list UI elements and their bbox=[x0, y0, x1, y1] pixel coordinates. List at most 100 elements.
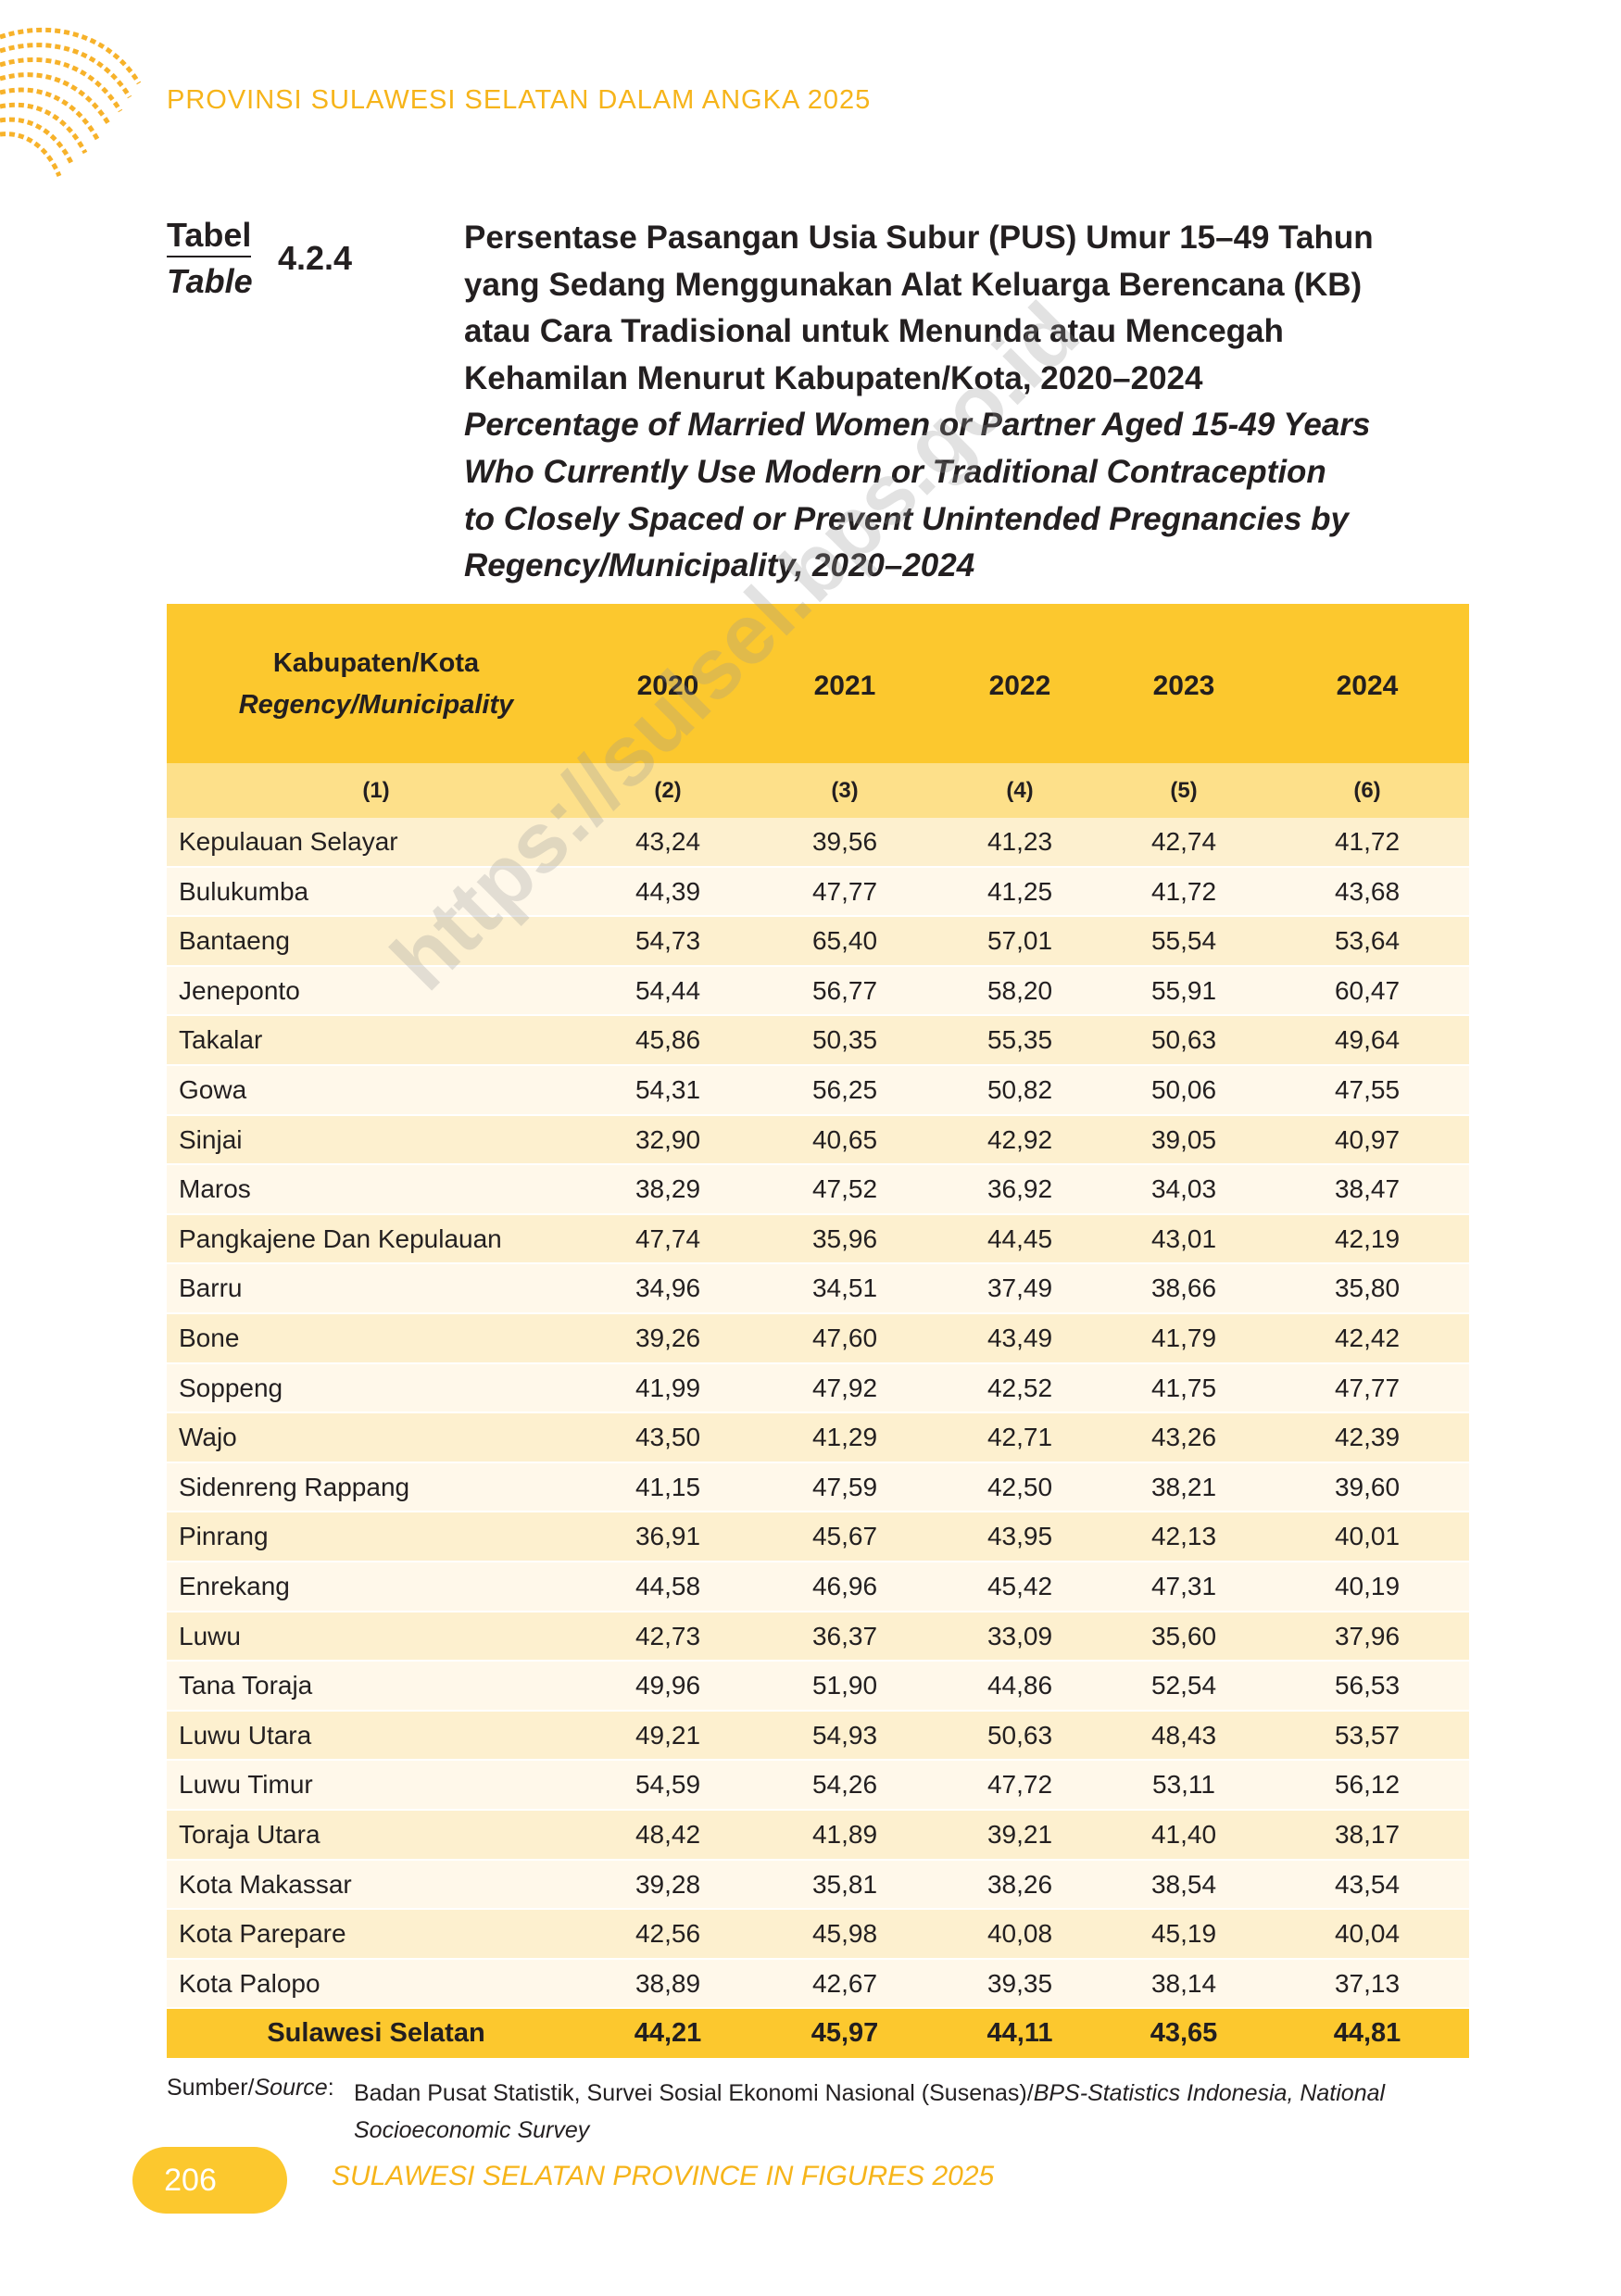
title-line: yang Sedang Menggunakan Alat Keluarga Be… bbox=[464, 266, 1363, 303]
title-line-en: to Closely Spaced or Prevent Unintended … bbox=[464, 500, 1349, 537]
source-text-id: Badan Pusat Statistik, Survei Sosial Eko… bbox=[354, 2080, 1034, 2106]
row-value: 38,26 bbox=[986, 1869, 1053, 1899]
row-value: 42,73 bbox=[635, 1621, 701, 1650]
row-band bbox=[167, 1612, 1469, 1661]
row-value: 39,26 bbox=[635, 1324, 701, 1352]
row-value: 42,92 bbox=[986, 1124, 1053, 1154]
row-value: 56,12 bbox=[1334, 1770, 1401, 1800]
row-value: 49,21 bbox=[635, 1720, 701, 1750]
source-label-id: Sumber/ bbox=[167, 2075, 255, 2101]
title-line-en: Regency/Municipality, 2020–2024 bbox=[464, 547, 975, 584]
source-text: Badan Pusat Statistik, Survei Sosial Eko… bbox=[354, 2075, 1447, 2149]
row-band bbox=[167, 1264, 1469, 1312]
row-value: 53,11 bbox=[1152, 1770, 1215, 1800]
row-value: 53,64 bbox=[1334, 926, 1401, 956]
title-line: Kehamilan Menurut Kabupaten/Kota, 2020–2… bbox=[464, 359, 1203, 396]
total-value: 44,81 bbox=[1333, 2018, 1401, 2049]
total-label: Sulawesi Selatan bbox=[267, 2018, 485, 2049]
row-value: 38,54 bbox=[1150, 1869, 1217, 1899]
row-value: 37,13 bbox=[1334, 1968, 1401, 1998]
row-value: 40,01 bbox=[1334, 1522, 1401, 1551]
row-value: 42,71 bbox=[986, 1423, 1053, 1452]
row-value: 45,19 bbox=[1150, 1919, 1217, 1949]
total-value: 44,21 bbox=[634, 2018, 702, 2049]
row-value: 39,60 bbox=[1334, 1472, 1401, 1501]
footer-title: SULAWESI SELATAN PROVINCE IN FIGURES 202… bbox=[332, 2161, 995, 2191]
row-value: 60,47 bbox=[1334, 975, 1401, 1005]
row-value: 50,82 bbox=[986, 1075, 1053, 1104]
source-text-en: BPS-Statistics Indonesia, National Socio… bbox=[354, 2080, 1386, 2143]
header-year: 2021 bbox=[813, 671, 876, 701]
row-value: 50,06 bbox=[1150, 1075, 1217, 1104]
row-value: 41,79 bbox=[1150, 1324, 1217, 1352]
row-value: 39,35 bbox=[986, 1968, 1053, 1998]
row-value: 42,19 bbox=[1334, 1223, 1401, 1253]
row-band bbox=[167, 1413, 1469, 1462]
total-value: 45,97 bbox=[810, 2018, 879, 2049]
title-line-en: Percentage of Married Women or Partner A… bbox=[464, 407, 1371, 444]
row-value: 38,66 bbox=[1150, 1273, 1217, 1303]
row-value: 39,21 bbox=[986, 1820, 1053, 1849]
header-band bbox=[167, 604, 1469, 763]
row-label: Tana Toraja bbox=[179, 1671, 313, 1700]
table-title: Persentase Pasangan Usia Subur (PUS) Umu… bbox=[464, 215, 1374, 590]
row-value: 42,42 bbox=[1334, 1324, 1401, 1352]
header-year: 2024 bbox=[1336, 671, 1399, 701]
row-value: 42,56 bbox=[635, 1919, 701, 1949]
row-value: 41,72 bbox=[1334, 827, 1401, 856]
row-value: 41,29 bbox=[811, 1423, 878, 1452]
row-value: 57,01 bbox=[986, 926, 1053, 956]
row-value: 47,52 bbox=[811, 1174, 878, 1204]
row-value: 45,86 bbox=[635, 1025, 701, 1055]
page-pill bbox=[132, 2147, 287, 2214]
row-band bbox=[167, 1662, 1469, 1710]
row-value: 43,26 bbox=[1150, 1423, 1217, 1452]
row-value: 49,96 bbox=[635, 1671, 701, 1700]
column-number: (5) bbox=[1170, 778, 1198, 803]
row-value: 54,59 bbox=[635, 1770, 701, 1800]
row-band bbox=[167, 1314, 1469, 1362]
row-label: Toraja Utara bbox=[179, 1820, 320, 1849]
row-value: 56,25 bbox=[811, 1075, 878, 1104]
row-value: 36,92 bbox=[986, 1174, 1053, 1204]
row-label: Pinrang bbox=[179, 1522, 269, 1551]
row-value: 45,42 bbox=[986, 1572, 1053, 1600]
row-value: 41,99 bbox=[635, 1373, 701, 1402]
row-value: 39,28 bbox=[635, 1869, 701, 1899]
table-label: Tabel bbox=[167, 215, 252, 257]
row-value: 45,67 bbox=[811, 1522, 878, 1551]
row-value: 47,77 bbox=[811, 876, 878, 906]
row-value: 48,43 bbox=[1150, 1720, 1217, 1750]
row-value: 38,29 bbox=[635, 1174, 701, 1204]
title-line-en: Who Currently Use Modern or Traditional … bbox=[464, 453, 1326, 490]
row-value: 54,26 bbox=[811, 1770, 878, 1800]
row-band bbox=[167, 1959, 1469, 2008]
column-number: (3) bbox=[831, 778, 859, 803]
row-value: 41,89 bbox=[811, 1820, 878, 1849]
row-label: Maros bbox=[179, 1174, 251, 1204]
total-band bbox=[167, 2009, 1469, 2059]
header-year: 2023 bbox=[1152, 671, 1215, 701]
row-value: 58,20 bbox=[986, 975, 1053, 1005]
row-band bbox=[167, 1711, 1469, 1760]
row-value: 55,35 bbox=[986, 1025, 1053, 1055]
row-value: 41,72 bbox=[1150, 876, 1217, 906]
row-value: 40,04 bbox=[1334, 1919, 1401, 1949]
column-number: (4) bbox=[1006, 778, 1034, 803]
row-value: 50,63 bbox=[1150, 1025, 1217, 1055]
row-value: 38,89 bbox=[635, 1968, 701, 1998]
row-value: 42,50 bbox=[986, 1472, 1053, 1501]
row-value: 38,17 bbox=[1334, 1820, 1401, 1849]
row-band bbox=[167, 1562, 1469, 1611]
row-value: 39,56 bbox=[811, 827, 878, 856]
row-label: Takalar bbox=[179, 1025, 263, 1055]
row-label: Luwu bbox=[179, 1621, 241, 1650]
row-band bbox=[167, 1811, 1469, 1859]
row-value: 36,91 bbox=[635, 1522, 701, 1551]
row-value: 34,03 bbox=[1150, 1174, 1217, 1204]
row-value: 40,19 bbox=[1334, 1572, 1401, 1600]
row-value: 35,81 bbox=[811, 1869, 878, 1899]
row-value: 46,96 bbox=[811, 1572, 878, 1600]
